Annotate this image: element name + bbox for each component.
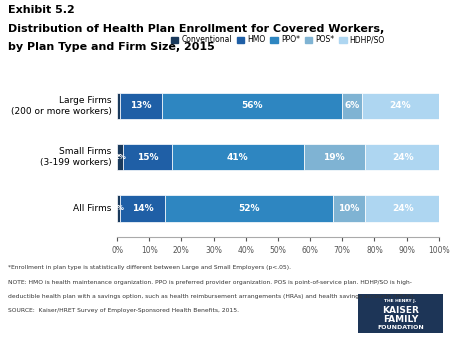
Bar — [342, 93, 361, 119]
Text: NOTE: HMO is health maintenance organization. PPO is preferred provider organiza: NOTE: HMO is health maintenance organiza… — [8, 280, 412, 285]
Text: 1%: 1% — [112, 206, 125, 211]
Bar — [117, 144, 123, 170]
Bar — [117, 93, 120, 119]
Text: *Enrollment in plan type is statistically different between Large and Small Empl: *Enrollment in plan type is statisticall… — [8, 265, 291, 270]
Bar — [172, 144, 304, 170]
Legend: Conventional, HMO, PPO*, POS*, HDHP/SO: Conventional, HMO, PPO*, POS*, HDHP/SO — [169, 34, 387, 46]
Text: THE HENRY J.: THE HENRY J. — [384, 299, 417, 303]
Bar — [123, 144, 172, 170]
Text: 6%: 6% — [344, 101, 360, 111]
Bar — [304, 144, 365, 170]
Bar — [165, 195, 333, 222]
Bar — [365, 195, 442, 222]
Bar — [361, 93, 439, 119]
Text: FAMILY: FAMILY — [383, 315, 418, 324]
Text: Distribution of Health Plan Enrollment for Covered Workers,: Distribution of Health Plan Enrollment f… — [8, 24, 384, 34]
Text: Exhibit 5.2: Exhibit 5.2 — [8, 5, 75, 15]
Text: SOURCE:  Kaiser/HRET Survey of Employer-Sponsored Health Benefits, 2015.: SOURCE: Kaiser/HRET Survey of Employer-S… — [8, 308, 239, 313]
Text: by Plan Type and Firm Size, 2015: by Plan Type and Firm Size, 2015 — [8, 42, 215, 52]
Text: 15%: 15% — [137, 153, 158, 162]
Text: 52%: 52% — [238, 204, 260, 213]
Bar — [162, 93, 342, 119]
Bar — [117, 195, 120, 222]
Bar — [333, 195, 365, 222]
Text: 24%: 24% — [389, 101, 411, 111]
Text: 56%: 56% — [241, 101, 263, 111]
Text: 13%: 13% — [130, 101, 152, 111]
Text: 14%: 14% — [132, 204, 153, 213]
Bar — [365, 144, 442, 170]
Text: 2%: 2% — [114, 154, 126, 160]
Text: 19%: 19% — [324, 153, 345, 162]
Text: KAISER: KAISER — [382, 306, 419, 315]
Text: 24%: 24% — [392, 204, 414, 213]
Text: FOUNDATION: FOUNDATION — [377, 325, 424, 330]
Text: deductible health plan with a savings option, such as health reimbursement arran: deductible health plan with a savings op… — [8, 294, 415, 299]
Text: 10%: 10% — [338, 204, 360, 213]
Text: 41%: 41% — [227, 153, 248, 162]
Text: 24%: 24% — [392, 153, 414, 162]
Bar — [120, 93, 162, 119]
Bar — [120, 195, 165, 222]
